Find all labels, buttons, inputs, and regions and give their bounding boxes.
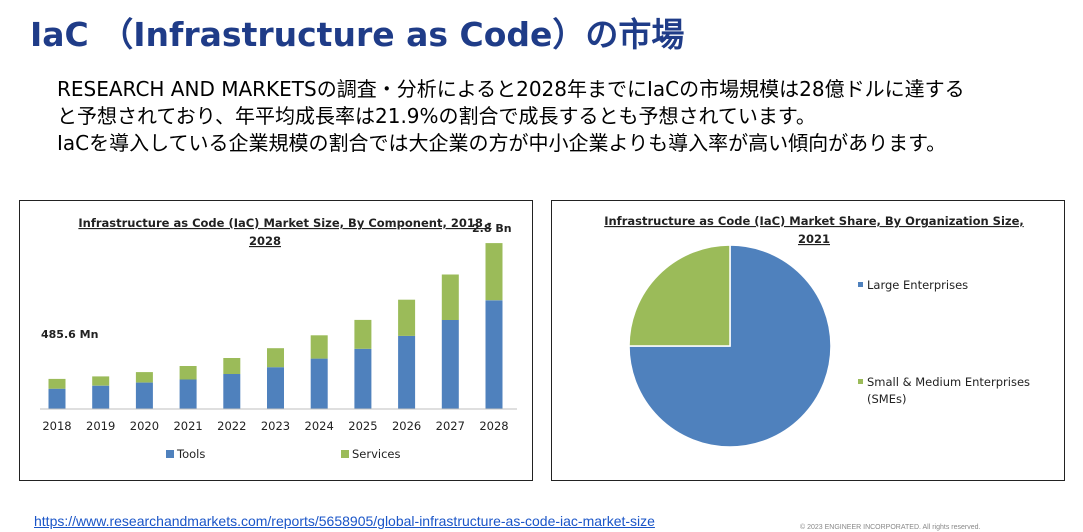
pie-chart-title: 2021 <box>798 232 830 246</box>
bar-services <box>267 348 284 368</box>
body-line: と予想されており、年平均成長率は21.9%の割合で成長するとも予想されています。 <box>57 104 816 128</box>
data-label: 2.8 Bn <box>472 222 512 235</box>
bar-chart: Infrastructure as Code (IaC) Market Size… <box>40 216 517 461</box>
body-line: RESEARCH AND MARKETSの調査・分析によると2028年までにIa… <box>57 77 965 101</box>
pie-chart-panel: Infrastructure as Code (IaC) Market Shar… <box>551 200 1065 481</box>
bar-tools <box>135 382 153 409</box>
bar-chart-title: 2028 <box>249 234 281 248</box>
legend-swatch-sme <box>858 379 863 384</box>
bar-services <box>223 358 241 374</box>
pie-chart: Infrastructure as Code (IaC) Market Shar… <box>604 214 1030 448</box>
x-tick-label: 2027 <box>436 419 465 433</box>
legend-label-sme: (SMEs) <box>867 392 906 406</box>
legend-label-large: Large Enterprises <box>867 278 968 292</box>
bar-services <box>310 335 328 359</box>
bar-tools <box>267 367 284 409</box>
bar-tools <box>354 348 372 409</box>
x-tick-label: 2023 <box>261 419 290 433</box>
bar-services <box>485 243 503 301</box>
bar-tools <box>310 358 328 409</box>
bar-tools <box>92 385 110 409</box>
bar-tools <box>48 388 66 409</box>
x-tick-label: 2019 <box>86 419 115 433</box>
legend-label-tools: Tools <box>176 447 205 461</box>
bar-tools <box>398 335 416 409</box>
source-link[interactable]: https://www.researchandmarkets.com/repor… <box>34 513 655 529</box>
bar-tools <box>179 379 197 409</box>
legend-swatch-services <box>341 450 349 458</box>
pie-chart-title: Infrastructure as Code (IaC) Market Shar… <box>604 214 1024 228</box>
legend-label-sme: Small & Medium Enterprises <box>867 375 1030 389</box>
bar-services <box>179 366 197 380</box>
bar-services <box>354 319 372 349</box>
bar-chart-title: Infrastructure as Code (IaC) Market Size… <box>78 216 491 230</box>
bar-tools <box>441 319 459 409</box>
x-tick-label: 2028 <box>479 419 508 433</box>
x-tick-label: 2018 <box>42 419 71 433</box>
bar-tools <box>223 374 241 409</box>
copyright-text: © 2023 ENGINEER INCORPORATED. All rights… <box>800 524 981 531</box>
legend-swatch-tools <box>166 450 174 458</box>
bar-services <box>48 378 66 389</box>
bar-services <box>441 274 459 320</box>
legend-swatch-large <box>858 282 863 287</box>
data-label: 485.6 Mn <box>41 328 98 341</box>
x-tick-label: 2024 <box>305 419 334 433</box>
legend-label-services: Services <box>352 447 401 461</box>
x-tick-label: 2025 <box>348 419 377 433</box>
bar-chart-panel: Infrastructure as Code (IaC) Market Size… <box>19 200 533 481</box>
pie-slice-smes <box>628 244 731 347</box>
x-tick-label: 2021 <box>173 419 202 433</box>
bar-tools <box>485 300 503 409</box>
body-line: IaCを導入している企業規模の割合では大企業の方が中小企業よりも導入率が高い傾向… <box>57 131 947 155</box>
slide-title: IaC （Infrastructure as Code）の市場 <box>30 15 685 54</box>
bar-services <box>92 376 110 386</box>
body-text: RESEARCH AND MARKETSの調査・分析によると2028年までにIa… <box>57 76 1067 157</box>
bar-services <box>135 372 153 383</box>
x-tick-label: 2020 <box>130 419 159 433</box>
bar-services <box>398 299 416 336</box>
x-tick-label: 2026 <box>392 419 421 433</box>
x-tick-label: 2022 <box>217 419 246 433</box>
